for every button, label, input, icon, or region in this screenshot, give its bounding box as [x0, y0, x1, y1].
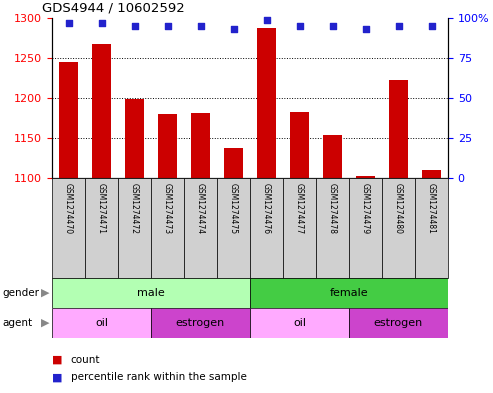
- Text: female: female: [330, 288, 368, 298]
- Bar: [151, 308, 250, 338]
- Point: [328, 23, 336, 29]
- Bar: [382, 178, 415, 278]
- Text: agent: agent: [2, 318, 33, 328]
- Bar: [283, 178, 316, 278]
- Bar: [191, 113, 210, 178]
- Point: [296, 23, 304, 29]
- Point: [164, 23, 172, 29]
- Text: ■: ■: [52, 372, 63, 382]
- Text: ▶: ▶: [41, 318, 49, 328]
- Text: ■: ■: [52, 354, 63, 365]
- Text: GDS4944 / 10602592: GDS4944 / 10602592: [42, 1, 185, 14]
- Bar: [316, 178, 349, 278]
- Text: GSM1274470: GSM1274470: [64, 183, 73, 234]
- Bar: [60, 62, 77, 178]
- Bar: [257, 28, 276, 178]
- Text: GSM1274478: GSM1274478: [328, 183, 337, 234]
- Text: ▶: ▶: [41, 288, 49, 298]
- Text: GSM1274480: GSM1274480: [394, 183, 403, 234]
- Text: GSM1274475: GSM1274475: [229, 183, 238, 234]
- Point: [427, 23, 435, 29]
- Bar: [158, 114, 176, 178]
- Point: [197, 23, 205, 29]
- Point: [98, 20, 106, 26]
- Text: estrogen: estrogen: [374, 318, 423, 328]
- Text: gender: gender: [2, 288, 39, 298]
- Point: [65, 20, 72, 26]
- Text: GSM1274472: GSM1274472: [130, 183, 139, 234]
- Bar: [349, 178, 382, 278]
- Text: male: male: [137, 288, 165, 298]
- Bar: [250, 178, 283, 278]
- Text: GSM1274479: GSM1274479: [361, 183, 370, 234]
- Point: [263, 17, 271, 23]
- Text: estrogen: estrogen: [176, 318, 225, 328]
- Bar: [52, 178, 85, 278]
- Text: GSM1274477: GSM1274477: [295, 183, 304, 234]
- Bar: [85, 178, 118, 278]
- Bar: [389, 81, 408, 178]
- Bar: [250, 278, 448, 308]
- Point: [361, 26, 369, 32]
- Text: GSM1274473: GSM1274473: [163, 183, 172, 234]
- Bar: [250, 308, 349, 338]
- Text: count: count: [70, 354, 100, 365]
- Bar: [118, 178, 151, 278]
- Bar: [52, 308, 151, 338]
- Bar: [349, 308, 448, 338]
- Point: [131, 23, 139, 29]
- Bar: [184, 178, 217, 278]
- Text: GSM1274481: GSM1274481: [427, 183, 436, 234]
- Point: [394, 23, 402, 29]
- Text: GSM1274471: GSM1274471: [97, 183, 106, 234]
- Bar: [290, 112, 309, 178]
- Point: [230, 26, 238, 32]
- Bar: [92, 44, 110, 178]
- Bar: [151, 178, 184, 278]
- Text: GSM1274476: GSM1274476: [262, 183, 271, 234]
- Text: percentile rank within the sample: percentile rank within the sample: [70, 372, 246, 382]
- Text: oil: oil: [95, 318, 108, 328]
- Text: GSM1274474: GSM1274474: [196, 183, 205, 234]
- Bar: [323, 135, 342, 178]
- Bar: [423, 170, 441, 178]
- Bar: [224, 148, 243, 178]
- Bar: [217, 178, 250, 278]
- Bar: [52, 278, 250, 308]
- Bar: [415, 178, 448, 278]
- Bar: [356, 176, 375, 178]
- Bar: [125, 99, 143, 178]
- Text: oil: oil: [293, 318, 306, 328]
